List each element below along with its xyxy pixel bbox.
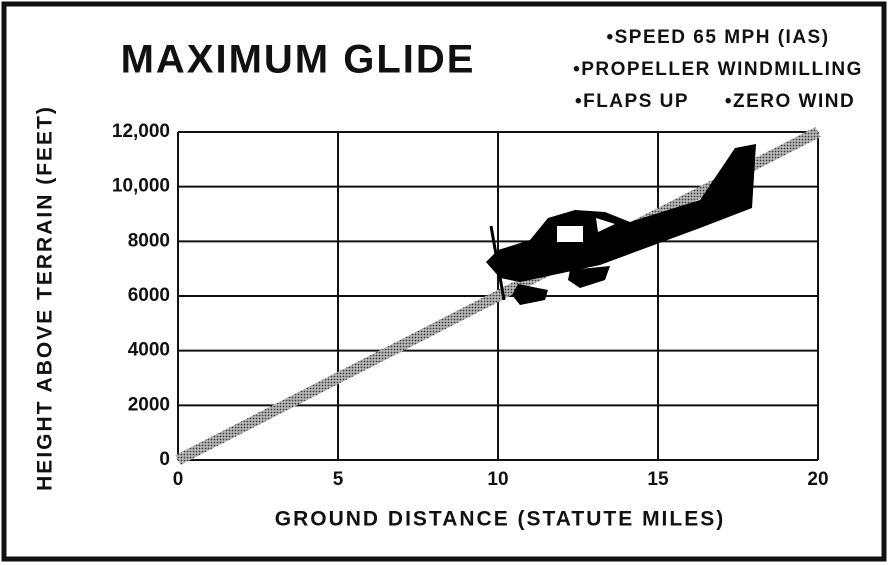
- x-tick-label: 15: [647, 469, 669, 490]
- x-axis-label: GROUND DISTANCE (STATUTE MILES): [275, 508, 725, 531]
- y-tick-label: 12,000: [112, 121, 170, 142]
- frame: [4, 4, 884, 559]
- annotation: •SPEED 65 MPH (IAS): [606, 27, 829, 48]
- chart-title: MAXIMUM GLIDE: [121, 38, 476, 82]
- x-tick-label: 10: [487, 469, 508, 490]
- annotation: •FLAPS UP: [575, 91, 689, 112]
- y-tick-label: 4000: [128, 340, 170, 361]
- y-tick-label: 10,000: [112, 176, 170, 197]
- y-tick-label: 0: [159, 449, 170, 470]
- x-tick-label: 0: [173, 469, 184, 490]
- annotation: •ZERO WIND: [725, 91, 855, 112]
- x-tick-label: 20: [807, 469, 828, 490]
- y-tick-label: 2000: [128, 394, 170, 415]
- annotation: •PROPELLER WINDMILLING: [573, 59, 863, 80]
- y-axis-label: HEIGHT ABOVE TERRAIN (FEET): [34, 105, 57, 491]
- chart: MAXIMUM GLIDE •SPEED 65 MPH (IAS) •PROPE…: [0, 0, 890, 565]
- x-tick-label: 5: [333, 469, 344, 490]
- y-tick-label: 8000: [128, 230, 170, 251]
- y-tick-label: 6000: [128, 285, 170, 306]
